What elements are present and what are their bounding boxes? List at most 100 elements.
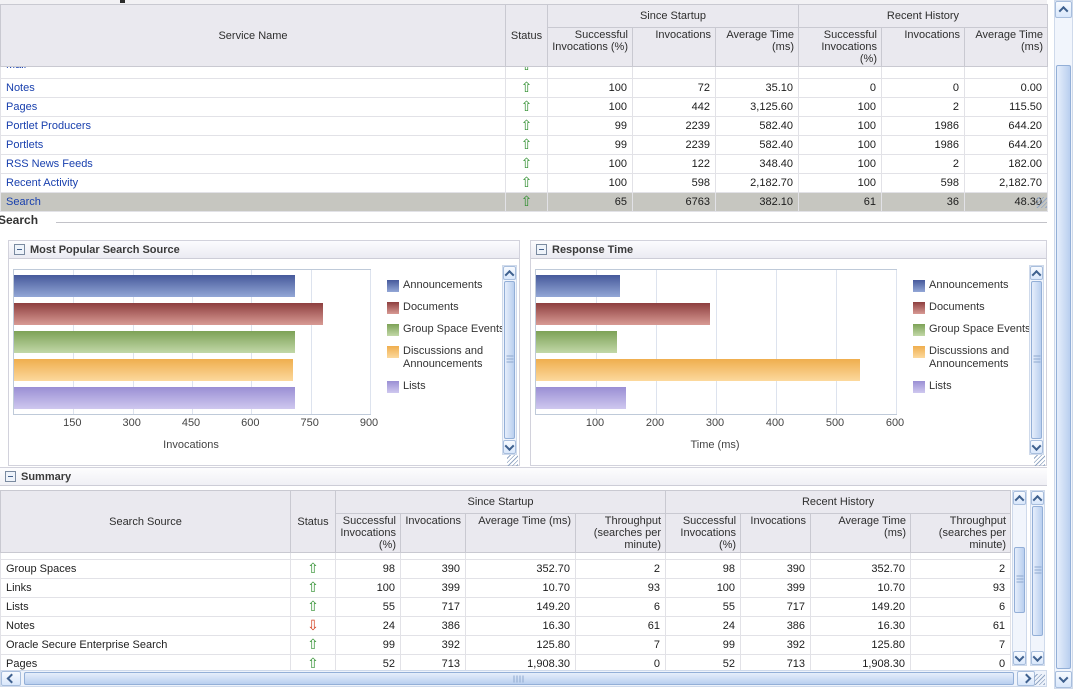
collapse-icon[interactable] xyxy=(536,244,547,255)
scroll-down-button[interactable] xyxy=(1031,651,1044,665)
scroll-up-button[interactable] xyxy=(503,266,516,280)
column-header-invocations[interactable]: Invocations xyxy=(881,27,965,67)
bar-group-space-events xyxy=(536,331,617,353)
table-cell: 48.30 xyxy=(964,192,1048,212)
summary-table: Search Source Status Since Startup Recen… xyxy=(0,490,1012,674)
chart-body: 100 200 300 400 500 600 Time (ms) Announcemen… xyxy=(531,259,1046,467)
service-link[interactable]: Mail xyxy=(6,68,500,72)
scrollbar-thumb[interactable] xyxy=(1014,547,1025,613)
column-header-service-name[interactable]: Service Name xyxy=(0,4,506,67)
horizontal-scrollbar[interactable] xyxy=(0,670,1047,687)
group-header-recent-history: Recent History xyxy=(665,490,1012,514)
scroll-up-button[interactable] xyxy=(1013,491,1026,505)
group-header-since-startup: Since Startup xyxy=(547,4,799,28)
table-row[interactable]: Links ⇧ 100 399 10.70 93 100 399 10.70 9… xyxy=(0,578,1012,598)
legend-label: Lists xyxy=(929,380,952,392)
table-row[interactable]: RSS News Feeds ⇧ 100 122 348.40 100 2 18… xyxy=(0,154,1048,174)
panel-header[interactable]: Most Popular Search Source xyxy=(9,241,519,259)
table-cell: 717 xyxy=(400,597,466,617)
chevron-up-icon xyxy=(1031,269,1042,280)
table-row[interactable]: Notes ⇧ 100 72 35.10 0 0 0.00 xyxy=(0,78,1048,98)
table-row[interactable]: Pages ⇧ 100 442 3,125.60 100 2 115.50 xyxy=(0,97,1048,117)
table-cell: 16.30 xyxy=(810,616,912,636)
table-row[interactable]: Group Spaces ⇧ 98 390 352.70 2 98 390 35… xyxy=(0,559,1012,579)
scroll-down-button[interactable] xyxy=(1030,440,1043,454)
panel-header[interactable]: Summary xyxy=(0,468,1047,486)
table-resize-grip[interactable] xyxy=(1036,197,1047,208)
table-cell: 2 xyxy=(881,97,965,117)
summary-table-scrollbar[interactable] xyxy=(1012,490,1027,666)
scroll-up-button[interactable] xyxy=(1031,491,1044,505)
panel-scrollbar[interactable] xyxy=(1029,265,1044,455)
column-header-invocations[interactable]: Invocations xyxy=(740,513,812,553)
table-cell: 2 xyxy=(881,154,965,174)
collapse-icon[interactable] xyxy=(14,244,25,255)
service-link[interactable]: Portlet Producers xyxy=(6,120,91,132)
service-link[interactable]: Recent Activity xyxy=(6,177,79,189)
table-cell: 115.50 xyxy=(964,97,1048,117)
column-header-average-time[interactable]: Average Time (ms) xyxy=(810,513,912,553)
table-cell: 98 xyxy=(335,559,401,579)
column-header-successful-invocations[interactable]: Successful Invocations (%) xyxy=(547,27,633,67)
response-time-panel: Response Time 100 200 300 400 500 600 Time (m… xyxy=(530,240,1047,466)
bar-lists xyxy=(14,387,295,409)
scrollbar-thumb[interactable] xyxy=(1032,506,1043,636)
scroll-down-button[interactable] xyxy=(503,440,516,454)
scroll-down-button[interactable] xyxy=(1055,671,1072,688)
column-header-average-time[interactable]: Average Time (ms) xyxy=(964,27,1048,67)
summary-panel-scrollbar[interactable] xyxy=(1030,490,1045,666)
table-row[interactable]: Lists ⇧ 55 717 149.20 6 55 717 149.20 6 xyxy=(0,597,1012,617)
scrollbar-thumb[interactable] xyxy=(504,281,515,439)
column-header-throughput[interactable]: Throughput (searches per minute) xyxy=(910,513,1012,553)
table-cell: 1986 xyxy=(881,116,965,136)
panel-scrollbar[interactable] xyxy=(502,265,517,455)
table-row[interactable]: Portlets ⇧ 99 2239 582.40 100 1986 644.2… xyxy=(0,135,1048,155)
table-row[interactable]: Oracle Secure Enterprise Search ⇧ 99 392… xyxy=(0,635,1012,655)
column-header-successful-invocations[interactable]: Successful Invocations (%) xyxy=(335,513,401,553)
legend-label: Announcements xyxy=(403,279,483,291)
scroll-left-button[interactable] xyxy=(1,671,21,686)
collapse-icon[interactable] xyxy=(5,471,16,482)
service-link[interactable]: Portlets xyxy=(6,139,44,151)
table-cell: 99 xyxy=(547,135,633,155)
most-popular-search-source-panel: Most Popular Search Source 150 300 450 600 7… xyxy=(8,240,520,466)
column-header-status[interactable]: Status xyxy=(290,490,336,553)
column-header-search-source[interactable]: Search Source xyxy=(0,490,291,553)
table-row-selected[interactable]: Search ⇧ 65 6763 382.10 61 36 48.30 xyxy=(0,192,1048,212)
legend-swatch xyxy=(387,280,399,292)
page-resize-grip[interactable] xyxy=(1034,674,1045,685)
column-header-successful-invocations[interactable]: Successful Invocations (%) xyxy=(798,27,882,67)
scroll-up-button[interactable] xyxy=(1030,266,1043,280)
page-scrollbar[interactable] xyxy=(1054,0,1073,689)
service-link[interactable]: Pages xyxy=(6,101,38,113)
thumb-grip xyxy=(1016,575,1023,585)
table-cell: 1986 xyxy=(881,135,965,155)
panel-resize-grip[interactable] xyxy=(507,455,518,466)
column-header-invocations[interactable]: Invocations xyxy=(400,513,466,553)
service-link[interactable]: Search xyxy=(6,196,41,208)
table-cell: 352.70 xyxy=(465,559,576,579)
column-header-invocations[interactable]: Invocations xyxy=(632,27,716,67)
scrollbar-thumb[interactable] xyxy=(1056,65,1071,669)
column-header-average-time[interactable]: Average Time (ms) xyxy=(465,513,576,553)
service-link[interactable]: Notes xyxy=(6,82,35,94)
table-row[interactable]: Mail ⇧ xyxy=(0,66,1048,79)
scrollbar-thumb[interactable] xyxy=(24,672,1014,685)
scroll-down-button[interactable] xyxy=(1013,651,1026,665)
column-header-throughput[interactable]: Throughput (searches per minute) xyxy=(574,513,667,553)
table-row[interactable]: Recent Activity ⇧ 100 598 2,182.70 100 5… xyxy=(0,173,1048,193)
scrollbar-thumb[interactable] xyxy=(1031,281,1042,439)
panel-header[interactable]: Response Time xyxy=(531,241,1046,259)
column-header-average-time[interactable]: Average Time (ms) xyxy=(715,27,799,67)
column-header-successful-invocations[interactable]: Successful Invocations (%) xyxy=(665,513,742,553)
scroll-up-button[interactable] xyxy=(1055,1,1072,18)
table-row[interactable]: Portlet Producers ⇧ 99 2239 582.40 100 1… xyxy=(0,116,1048,136)
service-link[interactable]: RSS News Feeds xyxy=(6,158,93,170)
table-cell: 24 xyxy=(665,616,742,636)
panel-resize-grip[interactable] xyxy=(1034,455,1045,466)
table-row[interactable]: Group Space Events ⇧ xyxy=(0,552,1012,560)
table-row[interactable]: Notes ⇩ 24 386 16.30 61 24 386 16.30 61 xyxy=(0,616,1012,636)
column-header-status[interactable]: Status xyxy=(505,4,548,67)
scroll-right-button[interactable] xyxy=(1017,671,1035,686)
x-axis-title: Time (ms) xyxy=(690,439,740,451)
